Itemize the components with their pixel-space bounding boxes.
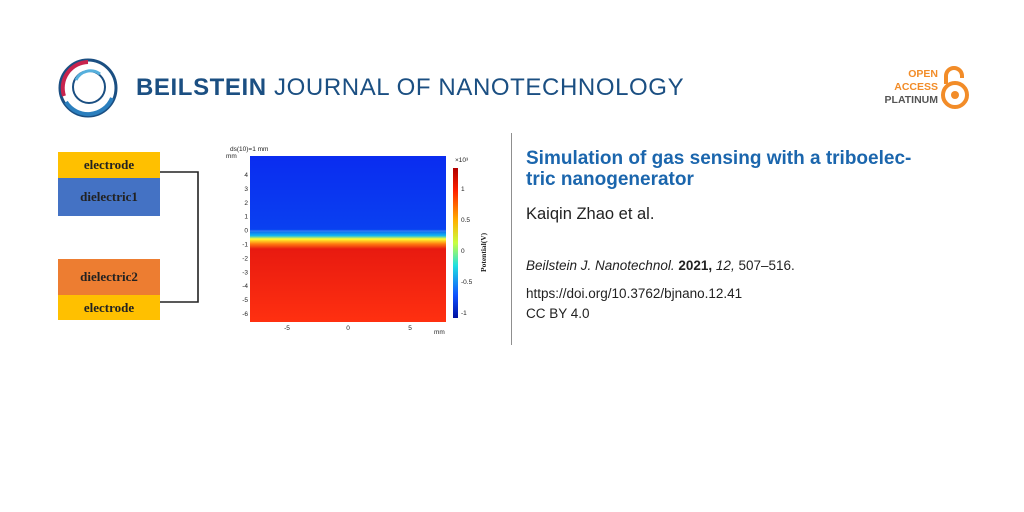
y-tick-label: -2 xyxy=(242,255,248,262)
y-tick-label: -6 xyxy=(242,311,248,318)
layer-dielectric1: dielectric1 xyxy=(58,178,160,216)
open-lock-icon xyxy=(941,66,969,109)
journal-name: BEILSTEIN JOURNAL OF NANOTECHNOLOGY xyxy=(136,74,684,102)
y-tick-label: 4 xyxy=(244,172,248,179)
citation-pages: 507–516. xyxy=(738,258,795,273)
layer-bottom-electrode: electrode xyxy=(58,295,160,320)
plot-caption: ds(10)=1 mm xyxy=(230,146,268,153)
x-tick-label: 0 xyxy=(346,325,350,332)
colorbar-exponent: ×10³ xyxy=(455,157,469,164)
article-title-line2: tric nanogenerator xyxy=(526,169,694,190)
x-tick-label: -5 xyxy=(284,325,290,332)
x-tick-label: 5 xyxy=(408,325,412,332)
article-license: CC BY 4.0 xyxy=(526,306,590,321)
article-doi-link[interactable]: https://doi.org/10.3762/bjnano.12.41 xyxy=(526,286,743,301)
potential-field xyxy=(250,156,446,322)
colorbar-tick-label: 0 xyxy=(461,248,465,255)
colorbar-tick-label: 0.5 xyxy=(461,217,470,224)
colorbar xyxy=(453,168,458,318)
colorbar-tick-label: -1 xyxy=(461,310,467,317)
y-tick-labels: 4 3 2 1 0 -1 -2 -3 -4 -5 -6 xyxy=(242,172,248,318)
y-tick-label: 1 xyxy=(244,214,248,221)
journal-name-rest: JOURNAL OF NANOTECHNOLOGY xyxy=(274,74,685,101)
circuit-wire xyxy=(160,171,199,303)
x-tick-labels: -5 0 5 xyxy=(284,325,412,332)
colorbar-tick-label: -0.5 xyxy=(461,279,473,286)
open-access-line1: OPEN xyxy=(908,68,938,80)
article-authors: Kaiqin Zhao et al. xyxy=(526,205,655,223)
colorbar-tick-labels: 1 0.5 0 -0.5 -1 xyxy=(461,186,473,317)
divider xyxy=(511,133,512,345)
y-tick-label: 0 xyxy=(244,228,248,235)
open-access-badge: OPEN ACCESS PLATINUM xyxy=(880,68,938,107)
journal-abbrev: Beilstein J. Nanotechnol. xyxy=(526,258,675,273)
y-unit-label: mm xyxy=(226,153,237,160)
y-tick-label: -3 xyxy=(242,269,248,276)
colorbar-label: Potential(V) xyxy=(479,232,488,272)
article-title[interactable]: Simulation of gas sensing with a triboel… xyxy=(526,148,966,190)
article-title-line1: Simulation of gas sensing with a triboel… xyxy=(526,148,912,169)
article-citation: Beilstein J. Nanotechnol. 2021, 12, 507–… xyxy=(526,258,795,273)
citation-year: 2021, xyxy=(678,258,713,273)
y-tick-label: -1 xyxy=(242,242,248,249)
y-tick-label: -5 xyxy=(242,297,248,304)
journal-name-bold: BEILSTEIN xyxy=(136,74,267,101)
citation-volume: 12, xyxy=(715,258,735,273)
open-access-line2: ACCESS xyxy=(894,81,938,93)
layer-top-electrode: electrode xyxy=(58,152,160,178)
potential-plot: ds(10)=1 mm mm 4 3 2 1 0 -1 -2 -3 -4 -5 -6 -5 0 5 mm… xyxy=(226,146,488,336)
y-tick-label: 2 xyxy=(244,200,248,207)
colorbar-tick-label: 1 xyxy=(461,186,465,193)
journal-logo-icon xyxy=(58,58,118,118)
x-unit-label: mm xyxy=(434,329,445,336)
open-access-line3: PLATINUM xyxy=(884,94,938,106)
layer-dielectric2: dielectric2 xyxy=(58,259,160,295)
y-tick-label: -4 xyxy=(242,283,248,290)
y-tick-label: 3 xyxy=(244,186,248,193)
